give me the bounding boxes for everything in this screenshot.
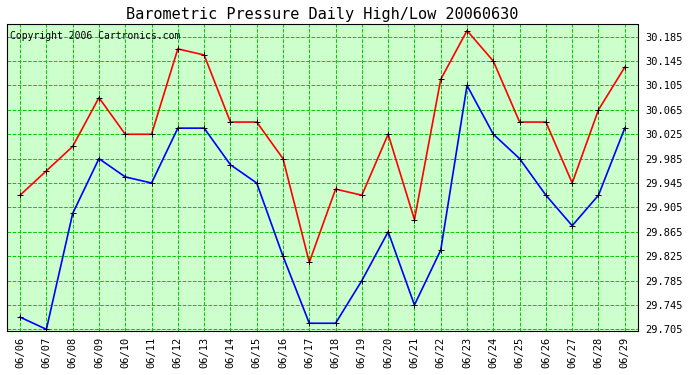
Title: Barometric Pressure Daily High/Low 20060630: Barometric Pressure Daily High/Low 20060… bbox=[126, 7, 519, 22]
Text: Copyright 2006 Cartronics.com: Copyright 2006 Cartronics.com bbox=[10, 31, 181, 40]
